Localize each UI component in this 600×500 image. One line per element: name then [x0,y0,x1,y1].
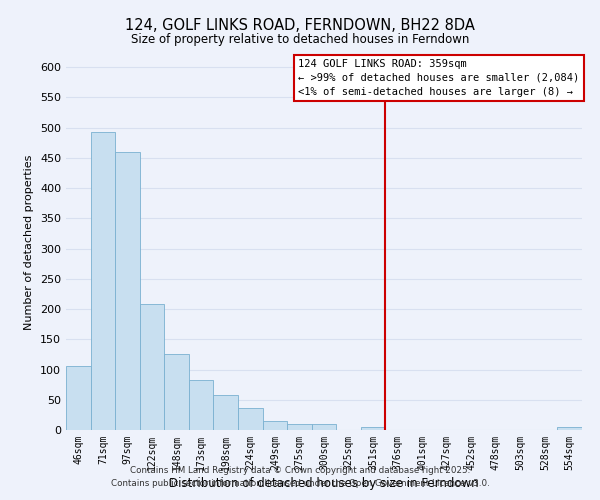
X-axis label: Distribution of detached houses by size in Ferndown: Distribution of detached houses by size … [169,477,479,490]
Bar [66,366,91,430]
Text: Size of property relative to detached houses in Ferndown: Size of property relative to detached ho… [131,32,469,46]
Bar [214,395,238,430]
Bar [115,152,140,430]
Bar [263,421,287,430]
Bar [557,427,582,430]
Text: Contains HM Land Registry data © Crown copyright and database right 2025.
Contai: Contains HM Land Registry data © Crown c… [110,466,490,487]
Bar [164,354,189,430]
Bar [287,424,312,430]
Bar [189,380,214,430]
Bar [238,408,263,430]
Text: 124, GOLF LINKS ROAD, FERNDOWN, BH22 8DA: 124, GOLF LINKS ROAD, FERNDOWN, BH22 8DA [125,18,475,32]
Y-axis label: Number of detached properties: Number of detached properties [25,155,34,330]
Text: 124 GOLF LINKS ROAD: 359sqm
← >99% of detached houses are smaller (2,084)
<1% of: 124 GOLF LINKS ROAD: 359sqm ← >99% of de… [298,58,580,97]
Bar [361,427,385,430]
Bar [312,424,336,430]
Bar [140,304,164,430]
Bar [91,132,115,430]
